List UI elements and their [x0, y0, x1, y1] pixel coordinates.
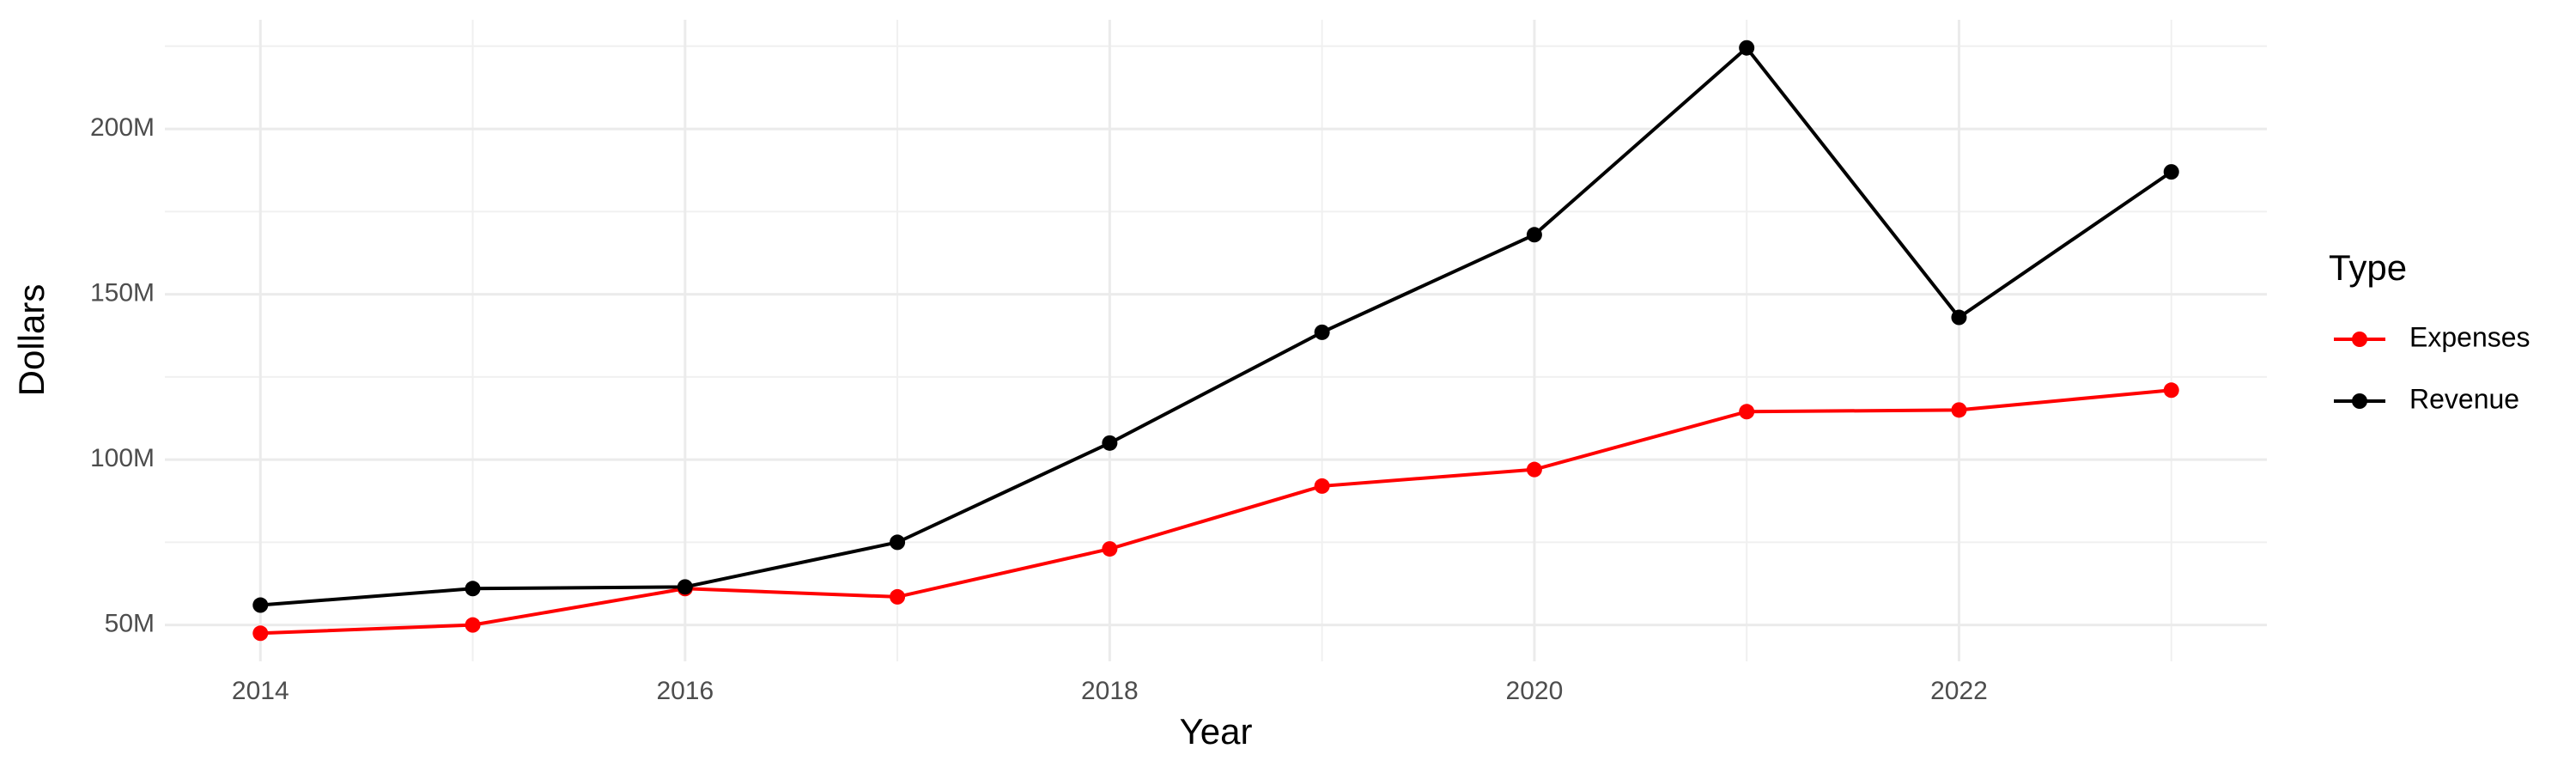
y-tick-label: 150M — [90, 279, 155, 307]
data-point — [1526, 461, 1542, 478]
data-point — [2163, 164, 2179, 180]
x-tick-label: 2022 — [1930, 677, 1988, 705]
data-point — [1951, 402, 1967, 418]
data-point — [677, 579, 693, 595]
data-point — [2163, 382, 2179, 399]
data-point — [1526, 227, 1542, 243]
data-point — [1314, 478, 1330, 494]
data-point — [1314, 324, 1330, 340]
y-tick-label: 50M — [105, 610, 155, 638]
series-line — [260, 45, 2172, 607]
data-point — [890, 534, 906, 551]
legend-label: Expenses — [2409, 321, 2530, 352]
series-line — [260, 388, 2172, 636]
data-point — [1739, 404, 1755, 420]
data-point — [1951, 309, 1967, 326]
y-tick-label: 200M — [90, 113, 155, 142]
data-point — [465, 581, 481, 597]
data-point — [465, 617, 481, 633]
x-tick-label: 2016 — [656, 677, 714, 705]
data-point — [1739, 40, 1755, 56]
data-point — [1102, 435, 1118, 451]
y-axis-title: Dollars — [11, 284, 52, 397]
x-tick-label: 2014 — [232, 677, 289, 705]
data-point — [252, 597, 269, 613]
legend-label: Revenue — [2409, 383, 2519, 414]
legend-marker — [2352, 393, 2367, 409]
data-point — [1102, 541, 1118, 557]
legend-marker — [2352, 332, 2367, 347]
x-axis-title: Year — [1180, 711, 1253, 752]
legend-title: Type — [2329, 247, 2407, 288]
x-tick-label: 2018 — [1081, 677, 1139, 705]
data-point — [890, 588, 906, 605]
data-point — [252, 625, 269, 642]
grid — [165, 20, 2267, 661]
x-tick-label: 2020 — [1506, 677, 1564, 705]
y-tick-label: 100M — [90, 444, 155, 472]
